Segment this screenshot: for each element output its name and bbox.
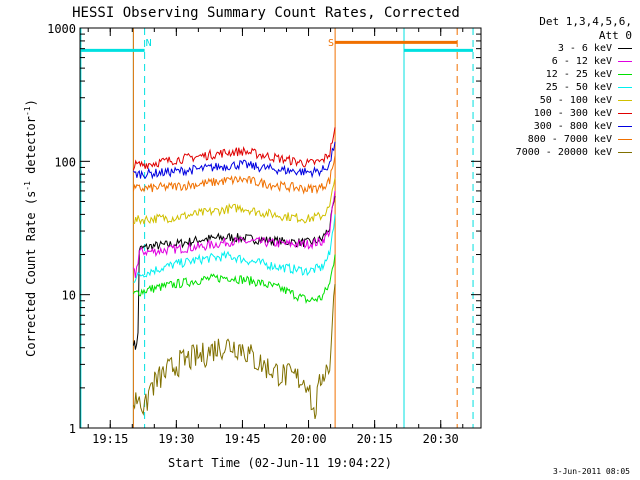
legend-swatch bbox=[618, 126, 632, 127]
legend-item: 50 - 100 keV bbox=[540, 94, 632, 107]
marker-label: S bbox=[328, 38, 334, 49]
legend-swatch bbox=[618, 74, 632, 75]
annotations bbox=[80, 28, 474, 428]
legend-label: 7000 - 20000 keV bbox=[515, 147, 612, 158]
axes: 19:15 19:30 19:45 20:00 20:15 20:30 1 10 100 1000 bbox=[47, 22, 482, 446]
series-line-2 bbox=[132, 190, 336, 279]
timestamp: 3-Jun-2011 08:05 bbox=[552, 467, 630, 476]
marker-label: N bbox=[146, 38, 152, 49]
plot-frame bbox=[79, 27, 482, 429]
series-line-6 bbox=[132, 127, 336, 171]
series-line-9 bbox=[132, 284, 336, 420]
legend-item: 6 - 12 keV bbox=[552, 55, 632, 68]
legend-label: 800 - 7000 keV bbox=[527, 134, 612, 145]
legend-swatch bbox=[618, 100, 632, 101]
series-line-5 bbox=[133, 177, 336, 225]
legend-label: 300 - 800 keV bbox=[533, 121, 612, 132]
x-tick-label: 19:15 bbox=[92, 432, 128, 446]
legend-swatch bbox=[618, 113, 632, 114]
x-tick-label: 20:00 bbox=[290, 432, 326, 446]
series-line-8 bbox=[132, 155, 336, 195]
legend-label: 6 - 12 keV bbox=[551, 56, 612, 67]
legend-label: 25 - 50 keV bbox=[545, 82, 612, 93]
legend-swatch bbox=[618, 152, 632, 153]
y-tick-label: 100 bbox=[54, 155, 76, 169]
x-tick-label: 19:30 bbox=[158, 432, 194, 446]
x-axis-label: Start Time (02-Jun-11 19:04:22) bbox=[168, 456, 392, 470]
legend-label: 3 - 6 keV bbox=[557, 43, 612, 54]
legend-title-line1: Det 1,3,4,5,6, bbox=[539, 15, 632, 28]
y-tick-label: 1000 bbox=[47, 22, 76, 36]
series-line-7 bbox=[133, 141, 336, 180]
legend-title-line2: Att 0 bbox=[598, 29, 632, 42]
y-tick-label: 1 bbox=[69, 422, 76, 436]
y-tick-label: 10 bbox=[62, 289, 76, 303]
legend-swatch bbox=[618, 61, 632, 62]
legend-item: 800 - 7000 keV bbox=[528, 133, 632, 146]
legend-swatch bbox=[618, 139, 632, 140]
y-axis-label: Corrected Count Rate (s-1 detector-1) bbox=[23, 99, 38, 357]
legend-item: 25 - 50 keV bbox=[546, 81, 632, 94]
legend-swatch bbox=[618, 87, 632, 88]
chart-title: HESSI Observing Summary Count Rates, Cor… bbox=[72, 5, 460, 21]
series-line-3 bbox=[132, 254, 336, 305]
legend-swatch bbox=[618, 48, 632, 49]
legend-item: 3 - 6 keV bbox=[558, 42, 632, 55]
x-tick-label: 20:30 bbox=[423, 432, 459, 446]
legend-label: 50 - 100 keV bbox=[539, 95, 612, 106]
legend-item: 12 - 25 keV bbox=[546, 68, 632, 81]
legend-item: 100 - 300 keV bbox=[534, 107, 632, 120]
x-tick-label: 20:15 bbox=[357, 432, 393, 446]
legend-item: 7000 - 20000 keV bbox=[516, 146, 632, 159]
series-group bbox=[132, 127, 336, 420]
legend-label: 12 - 25 keV bbox=[545, 69, 612, 80]
legend-item: 300 - 800 keV bbox=[534, 120, 632, 133]
series-line-1 bbox=[132, 195, 336, 350]
x-tick-label: 19:45 bbox=[224, 432, 260, 446]
series-line-4 bbox=[133, 214, 336, 283]
legend-label: 100 - 300 keV bbox=[533, 108, 612, 119]
